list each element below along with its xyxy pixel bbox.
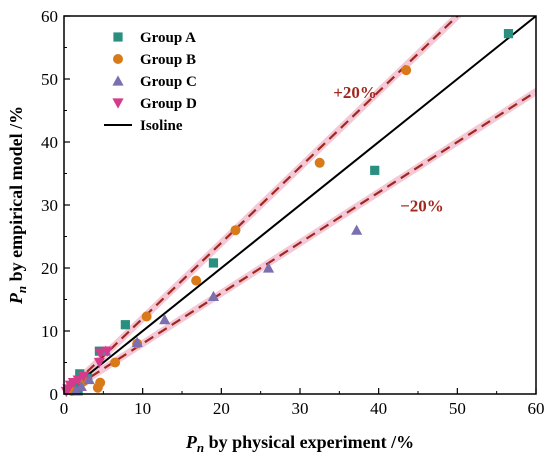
point-group-a	[503, 29, 514, 39]
x-tick-label: 60	[528, 399, 545, 418]
point-group-d	[78, 371, 90, 382]
x-tick-label: 50	[449, 399, 466, 418]
y-tick-label: 60	[41, 7, 58, 26]
x-tick-label: 10	[134, 399, 151, 418]
point-group-c	[351, 224, 363, 235]
legend-label-0: Group A	[140, 30, 196, 46]
legend-marker-0	[113, 32, 123, 42]
y-tick-label: 10	[41, 322, 58, 341]
point-group-d	[93, 357, 105, 369]
legend-label-1: Group B	[140, 52, 196, 68]
point-group-b	[92, 382, 103, 393]
legend-label-isoline: Isoline	[140, 118, 183, 134]
y-tick-label: 30	[41, 196, 58, 215]
legend-marker-3	[112, 98, 124, 109]
point-group-c	[262, 262, 275, 273]
point-group-c	[207, 290, 220, 301]
axis-ticks: 0 10 20 30 40 50 60 0 10 20 30 40 50 60	[41, 7, 545, 418]
legend-marker-2	[112, 75, 124, 86]
legend-label-3: Group D	[140, 96, 197, 112]
band-label-1: −20%	[400, 196, 444, 215]
band-halo-0	[64, 16, 463, 394]
y-tick-label: 0	[50, 385, 59, 404]
point-group-c	[83, 373, 95, 385]
point-group-c	[70, 385, 82, 396]
y-tick-label: 40	[41, 133, 58, 152]
x-axis-label: Pn by physical experiment /%	[185, 432, 414, 455]
legend-label-2: Group C	[140, 74, 197, 90]
point-group-c	[159, 314, 171, 325]
point-group-b	[110, 357, 121, 368]
point-group-a	[120, 320, 130, 330]
point-group-b	[401, 65, 412, 76]
point-group-d	[94, 348, 106, 359]
x-tick-label: 40	[370, 399, 387, 418]
band-labels: +20% −20%	[333, 83, 444, 215]
point-group-b	[191, 275, 202, 286]
x-tick-label: 30	[292, 399, 309, 418]
band-label-0: +20%	[333, 83, 377, 102]
y-tick-label: 50	[41, 70, 58, 89]
tolerance-bands	[64, 16, 536, 394]
point-group-a	[208, 258, 219, 268]
legend-marker-1	[113, 54, 123, 64]
point-group-c	[75, 380, 87, 392]
legend: Group A Group B Group C Group D Isoline	[104, 30, 197, 134]
band-line-0	[64, 16, 459, 394]
x-tick-label: 0	[60, 399, 69, 418]
y-tick-label: 20	[41, 259, 58, 278]
point-group-c	[131, 336, 143, 347]
point-group-b	[230, 225, 241, 236]
isoline-layer	[64, 16, 536, 394]
point-group-b	[314, 157, 325, 168]
y-axis-label: Pn by empirical model /%	[6, 106, 29, 305]
band-line-1	[64, 90, 536, 394]
point-group-a	[370, 165, 380, 175]
x-tick-label: 20	[213, 399, 230, 418]
isoline	[64, 16, 536, 394]
point-group-b	[141, 311, 152, 322]
